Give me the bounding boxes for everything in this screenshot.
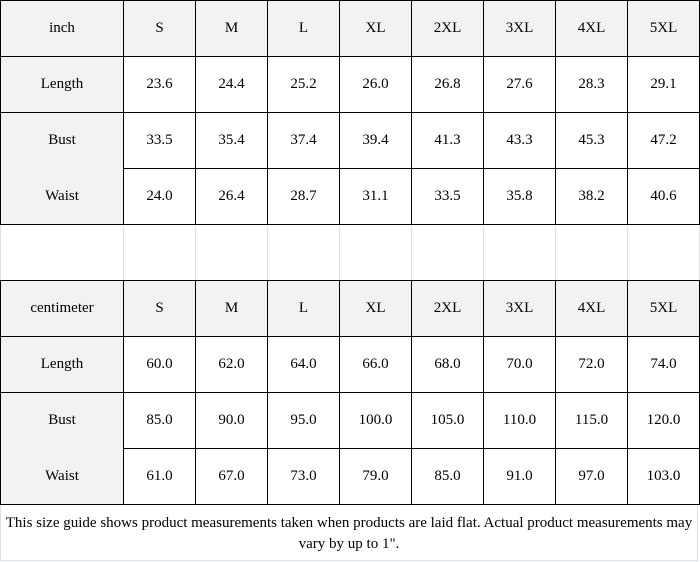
- size-header: 4XL: [555, 280, 628, 337]
- table-row: Bust 85.0 90.0 95.0 100.0 105.0 110.0 115.0 120.…: [0, 392, 700, 449]
- spacer-cell: [123, 224, 196, 281]
- measurement-value: 45.3: [555, 112, 628, 169]
- table-row: Waist 61.0 67.0 73.0 79.0 85.0 91.0 97.0 103.0: [0, 448, 700, 505]
- measurement-value: 115.0: [555, 392, 628, 449]
- measurement-label: Bust: [0, 112, 124, 169]
- measurement-label: Waist: [0, 448, 124, 505]
- size-header: M: [195, 280, 268, 337]
- measurement-label: Length: [0, 336, 124, 393]
- measurement-value: 72.0: [555, 336, 628, 393]
- size-header: L: [267, 280, 340, 337]
- measurement-value: 23.6: [123, 56, 196, 113]
- measurement-value: 26.4: [195, 168, 268, 225]
- size-guide-note: This size guide shows product measuremen…: [0, 505, 698, 561]
- table-row: Waist 24.0 26.4 28.7 31.1 33.5 35.8 38.2 40.6: [0, 168, 700, 225]
- spacer-row: [0, 224, 700, 281]
- measurement-value: 26.0: [339, 56, 412, 113]
- table-row: Bust 33.5 35.4 37.4 39.4 41.3 43.3 45.3 47.2: [0, 112, 700, 169]
- size-header: XL: [339, 0, 412, 57]
- table-row: Length 23.6 24.4 25.2 26.0 26.8 27.6 28.3 29.1: [0, 56, 700, 113]
- measurement-value: 79.0: [339, 448, 412, 505]
- measurement-value: 90.0: [195, 392, 268, 449]
- size-header: 3XL: [483, 280, 556, 337]
- measurement-value: 74.0: [627, 336, 700, 393]
- spacer-cell: [0, 224, 124, 281]
- measurement-value: 85.0: [123, 392, 196, 449]
- measurement-value: 73.0: [267, 448, 340, 505]
- measurement-label: Length: [0, 56, 124, 113]
- measurement-value: 24.0: [123, 168, 196, 225]
- measurement-value: 85.0: [411, 448, 484, 505]
- measurement-value: 105.0: [411, 392, 484, 449]
- measurement-value: 97.0: [555, 448, 628, 505]
- size-header: 2XL: [411, 0, 484, 57]
- spacer-cell: [555, 224, 628, 281]
- size-header: L: [267, 0, 340, 57]
- spacer-cell: [483, 224, 556, 281]
- measurement-value: 64.0: [267, 336, 340, 393]
- size-header: XL: [339, 280, 412, 337]
- measurement-value: 26.8: [411, 56, 484, 113]
- unit-label: centimeter: [0, 280, 124, 337]
- size-header: S: [123, 0, 196, 57]
- measurement-label: Bust: [0, 392, 124, 449]
- unit-label: inch: [0, 0, 124, 57]
- table-row: Length 60.0 62.0 64.0 66.0 68.0 70.0 72.0 74.0: [0, 336, 700, 393]
- measurement-value: 66.0: [339, 336, 412, 393]
- measurement-value: 61.0: [123, 448, 196, 505]
- measurement-value: 40.6: [627, 168, 700, 225]
- spacer-cell: [627, 224, 700, 281]
- measurement-value: 47.2: [627, 112, 700, 169]
- size-header: 3XL: [483, 0, 556, 57]
- measurement-value: 33.5: [123, 112, 196, 169]
- measurement-value: 62.0: [195, 336, 268, 393]
- measurement-value: 35.8: [483, 168, 556, 225]
- measurement-value: 100.0: [339, 392, 412, 449]
- measurement-value: 68.0: [411, 336, 484, 393]
- measurement-value: 31.1: [339, 168, 412, 225]
- measurement-value: 103.0: [627, 448, 700, 505]
- measurement-value: 38.2: [555, 168, 628, 225]
- header-row: centimeter S M L XL 2XL 3XL 4XL 5XL: [0, 280, 700, 337]
- measurement-value: 110.0: [483, 392, 556, 449]
- spacer-cell: [339, 224, 412, 281]
- measurement-value: 60.0: [123, 336, 196, 393]
- measurement-value: 91.0: [483, 448, 556, 505]
- header-row: inch S M L XL 2XL 3XL 4XL 5XL: [0, 0, 700, 57]
- size-table: inch S M L XL 2XL 3XL 4XL 5XL Length 23.6 24.4 25.2 2…: [0, 0, 700, 505]
- size-header: S: [123, 280, 196, 337]
- measurement-value: 120.0: [627, 392, 700, 449]
- measurement-value: 41.3: [411, 112, 484, 169]
- measurement-value: 70.0: [483, 336, 556, 393]
- measurement-value: 27.6: [483, 56, 556, 113]
- measurement-value: 25.2: [267, 56, 340, 113]
- size-header: 5XL: [627, 0, 700, 57]
- spacer-cell: [195, 224, 268, 281]
- measurement-value: 67.0: [195, 448, 268, 505]
- measurement-value: 95.0: [267, 392, 340, 449]
- measurement-value: 28.7: [267, 168, 340, 225]
- measurement-value: 39.4: [339, 112, 412, 169]
- size-header: M: [195, 0, 268, 57]
- measurement-value: 43.3: [483, 112, 556, 169]
- measurement-value: 28.3: [555, 56, 628, 113]
- measurement-value: 35.4: [195, 112, 268, 169]
- spacer-cell: [411, 224, 484, 281]
- measurement-value: 29.1: [627, 56, 700, 113]
- measurement-value: 33.5: [411, 168, 484, 225]
- measurement-value: 37.4: [267, 112, 340, 169]
- measurement-label: Waist: [0, 168, 124, 225]
- measurement-value: 24.4: [195, 56, 268, 113]
- size-header: 4XL: [555, 0, 628, 57]
- spacer-cell: [267, 224, 340, 281]
- size-header: 2XL: [411, 280, 484, 337]
- size-header: 5XL: [627, 280, 700, 337]
